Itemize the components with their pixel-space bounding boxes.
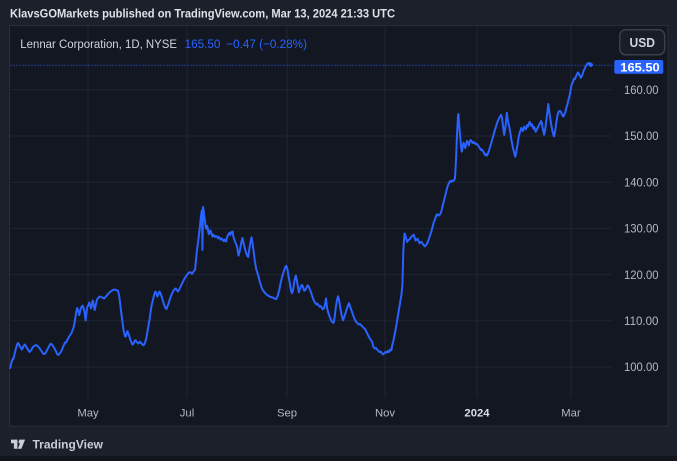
svg-text:165.50: 165.50 [620, 60, 660, 74]
svg-text:Lennar Corporation, 1D, NYSE: Lennar Corporation, 1D, NYSE [20, 37, 177, 51]
svg-text:160.00: 160.00 [624, 83, 659, 97]
svg-text:110.00: 110.00 [624, 314, 659, 328]
svg-text:USD: USD [630, 36, 656, 50]
svg-text:120.00: 120.00 [624, 268, 659, 282]
svg-text:TradingView: TradingView [33, 437, 104, 451]
svg-text:Jul: Jul [180, 407, 194, 419]
svg-text:100.00: 100.00 [624, 360, 659, 374]
svg-text:KlavsGOMarkets published on Tr: KlavsGOMarkets published on TradingView.… [10, 7, 395, 21]
svg-text:140.00: 140.00 [624, 175, 659, 189]
svg-text:Sep: Sep [277, 407, 297, 419]
svg-text:130.00: 130.00 [624, 222, 659, 236]
svg-text:Nov: Nov [375, 407, 395, 419]
svg-text:Mar: Mar [561, 407, 581, 419]
svg-text:150.00: 150.00 [624, 129, 659, 143]
svg-text:May: May [77, 407, 99, 419]
svg-text:165.50 −0.47 (−0.28%): 165.50 −0.47 (−0.28%) [185, 37, 307, 51]
svg-text:2024: 2024 [464, 407, 490, 419]
